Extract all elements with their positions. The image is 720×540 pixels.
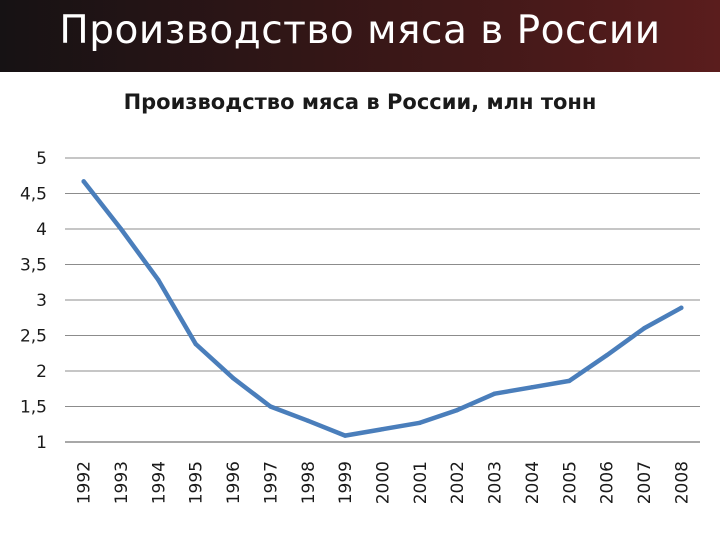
slide-title: Производство мяса в России: [59, 8, 661, 53]
header-band: Производство мяса в России: [0, 0, 720, 72]
x-tick-label: 1999: [336, 461, 356, 504]
data-point: [417, 420, 423, 426]
y-tick-label: 2,5: [20, 327, 47, 347]
data-point: [342, 433, 348, 438]
chart-title: Производство мяса в России, млн тонн: [123, 90, 597, 114]
y-tick-label: 3: [36, 291, 47, 311]
series-line: [81, 179, 684, 438]
x-tick-label: 2003: [486, 461, 506, 504]
data-point: [156, 277, 161, 283]
y-tick-label: 5: [36, 149, 47, 169]
y-axis-ticks: 1 1,5 2 2,5 3 3,5 4 4,5 5: [20, 149, 47, 453]
data-point: [641, 326, 647, 331]
data-point: [604, 353, 609, 358]
x-tick-label: 2008: [672, 461, 692, 504]
series-layer: [81, 179, 684, 438]
data-point: [529, 385, 535, 390]
x-tick-label: 1998: [299, 461, 319, 504]
x-tick-label: 1995: [187, 461, 207, 504]
data-point: [268, 404, 273, 409]
x-tick-label: 1994: [149, 461, 169, 504]
data-point: [118, 226, 124, 232]
data-point: [567, 378, 572, 384]
data-point: [81, 179, 86, 184]
x-tick-label: 2005: [560, 461, 580, 504]
y-tick-label: 1: [36, 433, 47, 453]
y-tick-label: 4,5: [20, 185, 47, 205]
x-tick-label: 2004: [523, 461, 543, 504]
x-tick-label: 2007: [635, 461, 655, 504]
x-tick-label: 1992: [75, 461, 95, 504]
y-tick-label: 3,5: [20, 256, 47, 276]
x-tick-label: 2001: [411, 461, 431, 504]
x-tick-label: 1996: [224, 461, 244, 504]
x-tick-label: 2006: [598, 461, 618, 504]
y-tick-label: 4: [36, 220, 47, 240]
x-tick-label: 1997: [261, 461, 281, 504]
x-tick-label: 2000: [374, 461, 394, 504]
data-point: [305, 418, 310, 423]
data-point: [193, 341, 198, 347]
y-tick-label: 1,5: [20, 398, 47, 418]
data-point: [679, 305, 684, 311]
x-tick-label: 2002: [448, 461, 468, 504]
x-tick-label: 1993: [112, 461, 132, 504]
data-point: [492, 391, 497, 396]
data-point: [380, 427, 385, 432]
data-point: [230, 375, 236, 381]
y-tick-label: 2: [36, 362, 47, 382]
data-point: [455, 407, 460, 413]
gridlines: [65, 157, 700, 443]
x-axis-ticks: 1992 1993 1994 1995 1996 1997 1998 1999 2000 2001…: [75, 461, 693, 504]
